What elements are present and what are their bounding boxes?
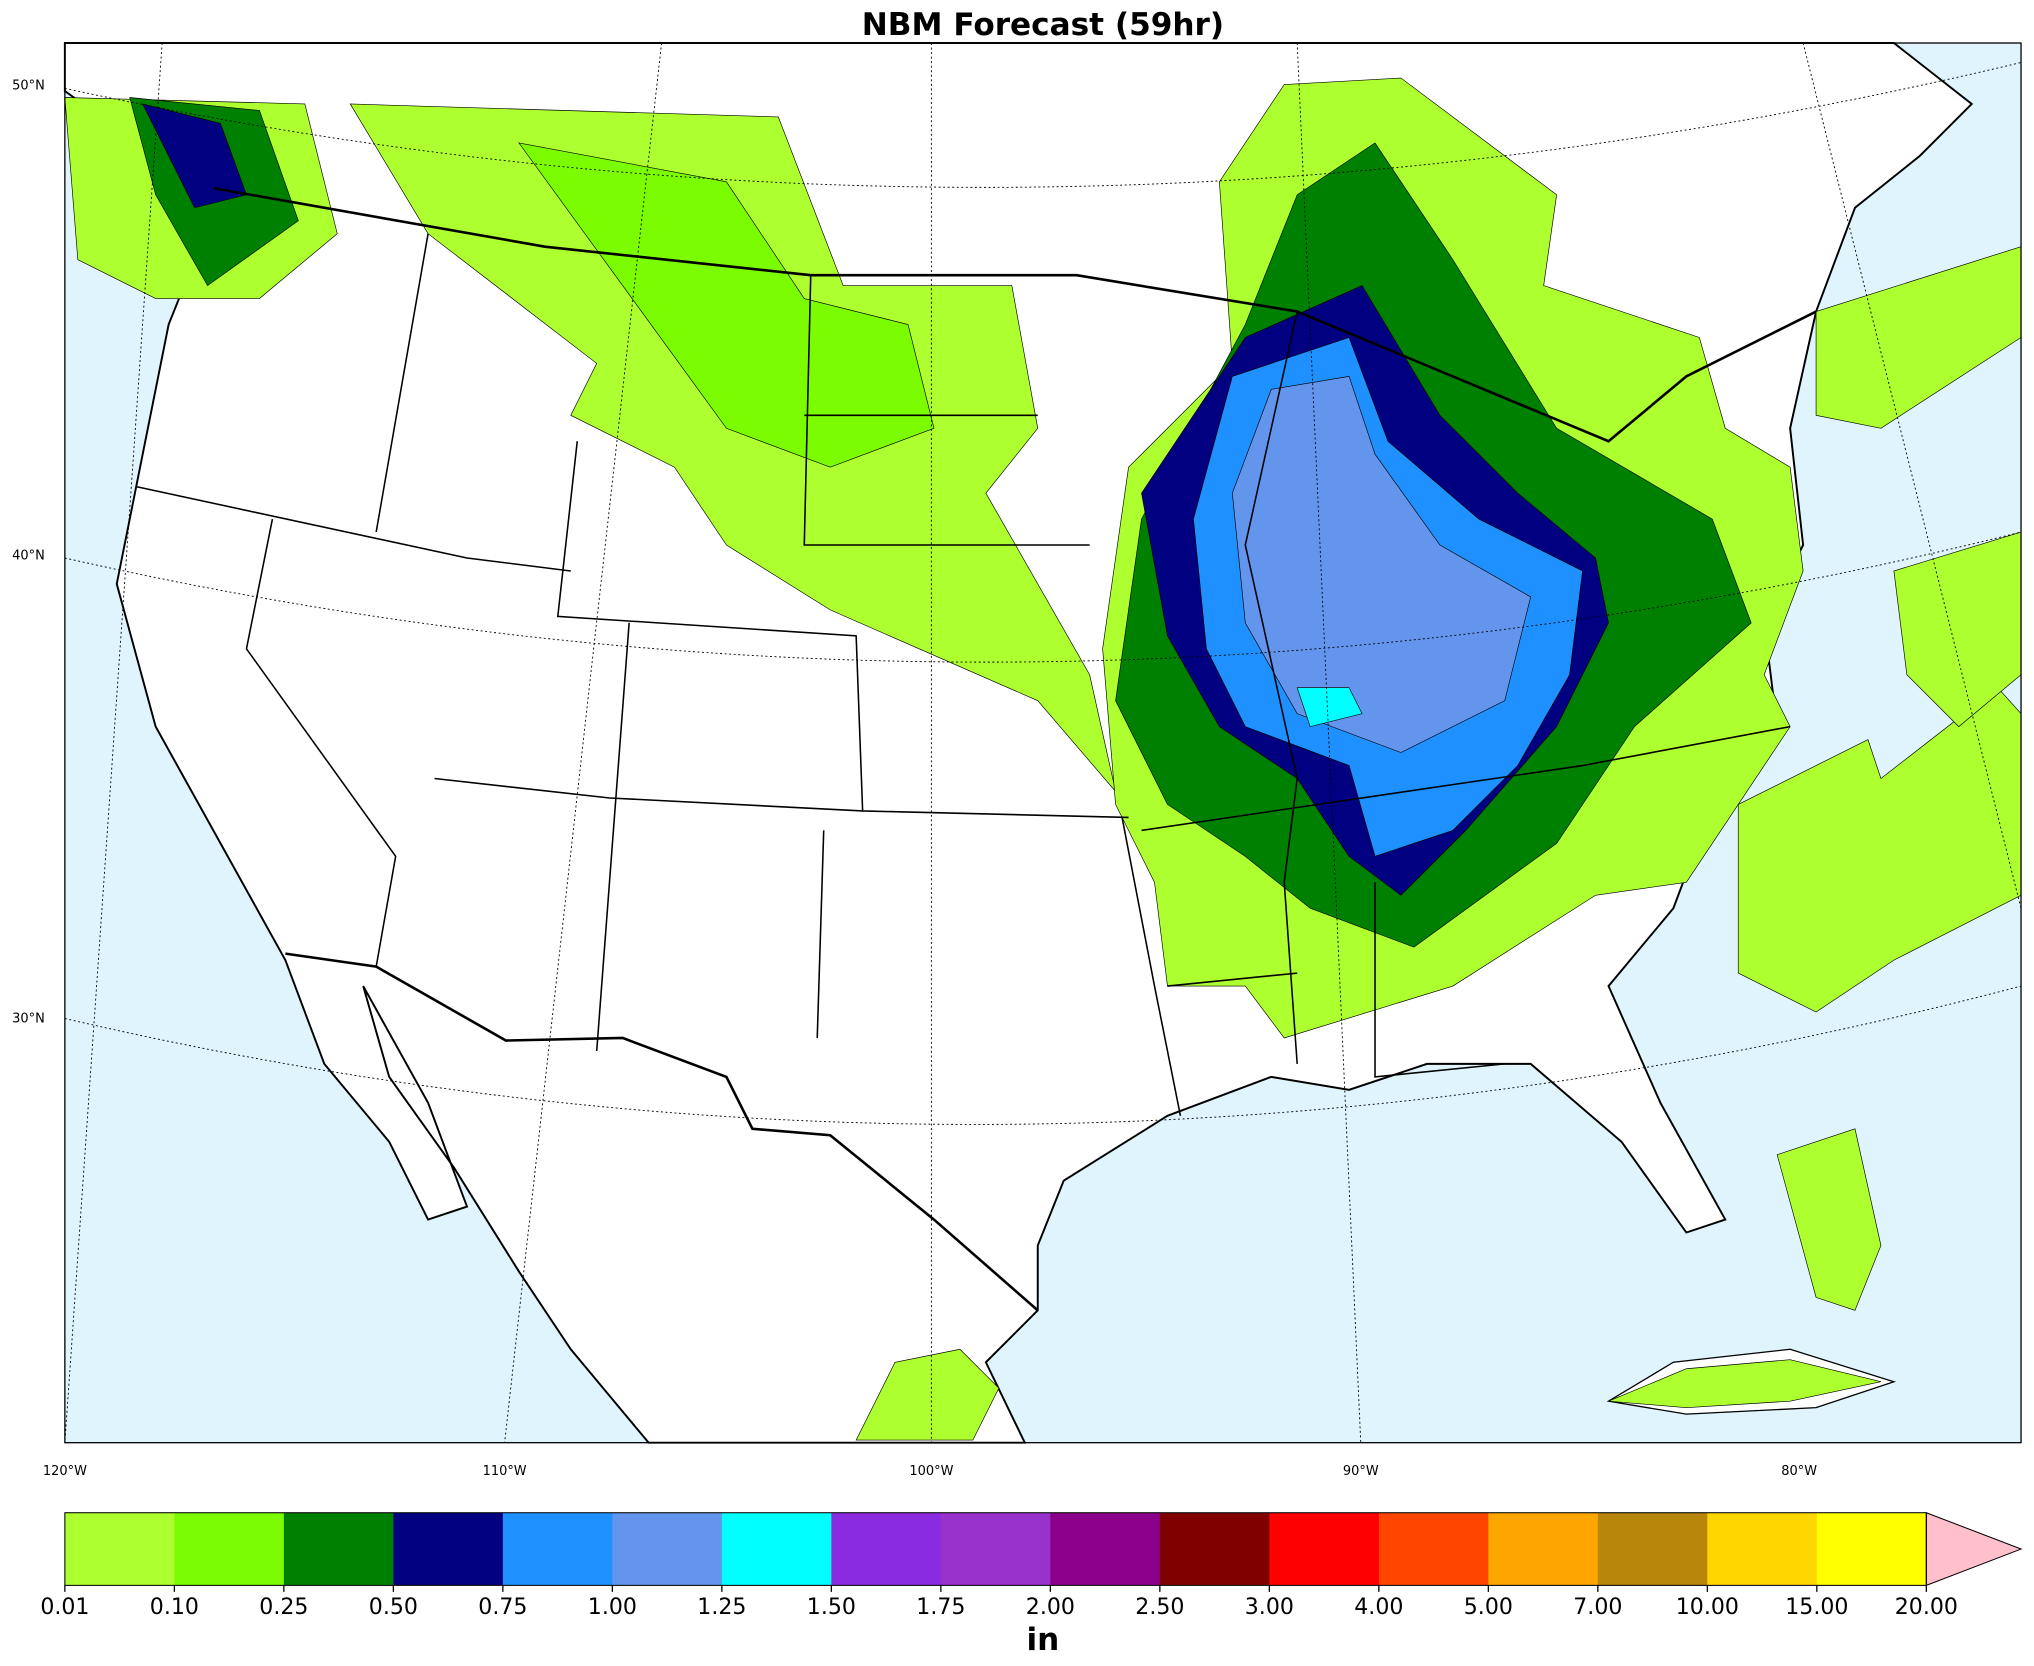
colorbar-segment xyxy=(174,1512,285,1586)
precip-area xyxy=(518,142,935,468)
colorbar-segment xyxy=(1597,1512,1708,1586)
colorbar-segment xyxy=(64,1512,176,1586)
precipitation xyxy=(64,77,2022,1441)
colorbar-label: in xyxy=(1027,1622,1060,1658)
colorbar-tick-label: 15.00 xyxy=(1785,1595,1848,1620)
colorbar-segment xyxy=(502,1512,614,1586)
precip-area xyxy=(855,1348,1000,1441)
lon-label: 110°W xyxy=(483,1464,527,1479)
colorbar-tick-label: 0.10 xyxy=(150,1595,199,1620)
colorbar-segment xyxy=(1269,1512,1380,1586)
colorbar-tick-label: 1.00 xyxy=(588,1595,637,1620)
colorbar-frame xyxy=(64,1512,1927,1586)
colorbar-tick-label: 0.50 xyxy=(369,1595,418,1620)
precip-area xyxy=(1893,531,2022,728)
lon-label: 120°W xyxy=(43,1464,87,1479)
map xyxy=(63,42,2022,1444)
colorbar-tick-label: 0.75 xyxy=(478,1595,527,1620)
lat-label: 40°N xyxy=(12,548,45,563)
lat-label: 30°N xyxy=(12,1011,45,1026)
colorbar-tick-label: 3.00 xyxy=(1245,1595,1294,1620)
colorbar-tick-label: 7.00 xyxy=(1573,1595,1622,1620)
colorbar-tick-label: 10.00 xyxy=(1676,1595,1739,1620)
title: NBM Forecast (59hr) xyxy=(862,7,1224,43)
colorbar-segment xyxy=(1816,1512,1927,1586)
colorbar-segment xyxy=(612,1512,723,1586)
precip-area xyxy=(1296,687,1363,728)
colorbar-segment xyxy=(1707,1512,1818,1586)
lon-label: 90°W xyxy=(1343,1464,1379,1479)
colorbar-tick-label: 0.25 xyxy=(259,1595,308,1620)
precip-area xyxy=(1815,246,2022,429)
lat-label: 50°N xyxy=(12,79,45,94)
colorbar-tick-label: 1.75 xyxy=(916,1595,965,1620)
colorbar-tick-label: 5.00 xyxy=(1464,1595,1513,1620)
colorbar-segment xyxy=(1050,1512,1161,1586)
precip-area xyxy=(1776,1128,1882,1311)
lon-label: 80°W xyxy=(1781,1464,1817,1479)
colorbar-segment xyxy=(940,1512,1051,1586)
graticule xyxy=(64,42,2022,1443)
lon-label: 100°W xyxy=(909,1464,953,1479)
colorbar-tick-label: 2.00 xyxy=(1026,1595,1075,1620)
colorbar-tick-label: 1.25 xyxy=(697,1595,746,1620)
colorbar: 0.01 0.10 0.25 0.50 0.75 1.00 1.25 1.50 1.75 2.00… xyxy=(40,1511,2023,1620)
colorbar-tick-label: 20.00 xyxy=(1895,1595,1958,1620)
precip-area xyxy=(1232,376,1532,753)
colorbar-segment xyxy=(831,1512,942,1586)
colorbar-segment xyxy=(1488,1512,1599,1586)
state-lines xyxy=(136,233,1791,1116)
colorbar-segment xyxy=(1159,1512,1270,1586)
map-frame xyxy=(64,42,2022,1444)
colorbar-segment xyxy=(393,1512,504,1586)
precip-area xyxy=(1608,1359,1882,1408)
colorbar-tick-label: 0.01 xyxy=(40,1595,89,1620)
colorbar-segment xyxy=(721,1512,832,1586)
colorbar-tick-label: 2.50 xyxy=(1135,1595,1184,1620)
colorbar-segment xyxy=(283,1512,395,1586)
colorbar-extend xyxy=(1925,1511,2023,1587)
colorbar-segment xyxy=(1378,1512,1489,1586)
colorbar-tick-label: 4.00 xyxy=(1354,1595,1403,1620)
precip-area xyxy=(349,103,1116,792)
colorbar-tick-label: 1.50 xyxy=(807,1595,856,1620)
